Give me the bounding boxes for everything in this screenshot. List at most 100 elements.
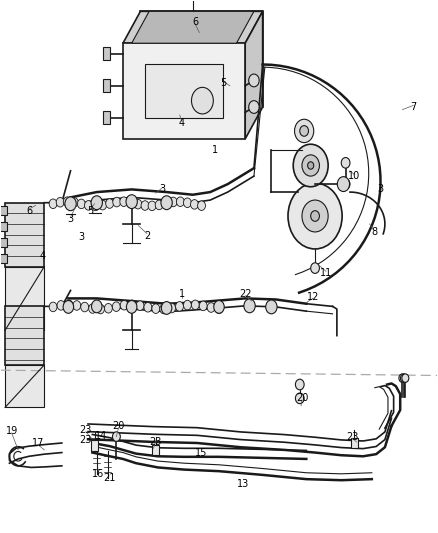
Bar xyxy=(0,238,7,247)
Text: 19: 19 xyxy=(6,426,18,437)
Text: 5: 5 xyxy=(220,78,226,88)
Text: 23: 23 xyxy=(346,432,358,442)
Circle shape xyxy=(295,393,304,403)
Text: 12: 12 xyxy=(307,292,319,302)
Bar xyxy=(0,206,7,215)
Bar xyxy=(103,47,110,60)
Polygon shape xyxy=(123,11,263,43)
Circle shape xyxy=(341,158,350,168)
Circle shape xyxy=(302,155,319,176)
Circle shape xyxy=(341,179,350,189)
Circle shape xyxy=(148,201,156,211)
Circle shape xyxy=(293,144,328,187)
Circle shape xyxy=(400,374,407,382)
Circle shape xyxy=(402,374,409,382)
Text: 23: 23 xyxy=(149,437,162,447)
Circle shape xyxy=(128,300,136,310)
Circle shape xyxy=(49,302,57,312)
Circle shape xyxy=(161,196,172,209)
Circle shape xyxy=(96,304,104,314)
Circle shape xyxy=(57,301,65,310)
Circle shape xyxy=(92,300,102,313)
Circle shape xyxy=(191,300,199,310)
Circle shape xyxy=(85,200,92,210)
Circle shape xyxy=(65,300,73,310)
Bar xyxy=(91,440,98,451)
Circle shape xyxy=(49,199,57,208)
Circle shape xyxy=(288,183,342,249)
Circle shape xyxy=(184,300,191,310)
Circle shape xyxy=(88,304,96,313)
Circle shape xyxy=(249,74,259,87)
Text: 10: 10 xyxy=(348,171,360,181)
Circle shape xyxy=(168,303,176,313)
Text: 3: 3 xyxy=(378,184,384,195)
Circle shape xyxy=(160,304,168,314)
Circle shape xyxy=(136,301,144,310)
Polygon shape xyxy=(123,43,245,139)
Circle shape xyxy=(207,303,215,312)
Text: 3: 3 xyxy=(78,232,85,243)
Text: 8: 8 xyxy=(371,227,377,237)
Circle shape xyxy=(113,197,120,207)
Circle shape xyxy=(113,302,120,311)
Circle shape xyxy=(92,201,99,211)
Text: 5: 5 xyxy=(87,206,93,216)
Bar xyxy=(103,111,110,124)
Bar xyxy=(145,64,223,118)
Circle shape xyxy=(170,197,177,207)
Text: 20: 20 xyxy=(113,421,125,431)
Polygon shape xyxy=(5,365,44,407)
Circle shape xyxy=(127,198,135,207)
Text: 3: 3 xyxy=(159,184,165,195)
Text: 14: 14 xyxy=(95,431,107,441)
Circle shape xyxy=(191,87,213,114)
Circle shape xyxy=(71,198,78,207)
Circle shape xyxy=(311,263,319,273)
Circle shape xyxy=(184,198,191,207)
Text: 1: 1 xyxy=(179,289,185,299)
Circle shape xyxy=(295,379,304,390)
Text: 7: 7 xyxy=(410,102,417,112)
Polygon shape xyxy=(245,11,263,139)
Bar xyxy=(0,222,7,231)
Text: 4: 4 xyxy=(39,251,45,261)
Circle shape xyxy=(99,200,106,210)
Text: 1: 1 xyxy=(212,144,218,155)
Circle shape xyxy=(302,200,328,232)
Circle shape xyxy=(141,201,149,211)
Circle shape xyxy=(294,119,314,143)
Circle shape xyxy=(127,301,137,313)
Text: 22: 22 xyxy=(239,289,251,299)
Polygon shape xyxy=(132,11,254,43)
Text: 23: 23 xyxy=(80,435,92,446)
Circle shape xyxy=(191,199,198,209)
Circle shape xyxy=(64,197,71,206)
Circle shape xyxy=(81,302,88,312)
Text: 13: 13 xyxy=(237,480,249,489)
Text: 23: 23 xyxy=(80,425,92,435)
Circle shape xyxy=(161,302,172,314)
Circle shape xyxy=(120,301,128,310)
Circle shape xyxy=(144,303,152,312)
Bar xyxy=(0,254,7,263)
Circle shape xyxy=(337,176,350,191)
Circle shape xyxy=(113,432,120,441)
Circle shape xyxy=(307,162,314,169)
Text: 16: 16 xyxy=(92,469,104,479)
Circle shape xyxy=(311,211,319,221)
Bar xyxy=(103,79,110,92)
Text: 17: 17 xyxy=(32,438,44,448)
Circle shape xyxy=(214,301,224,313)
Text: 6: 6 xyxy=(192,17,198,27)
Text: 2: 2 xyxy=(144,231,150,241)
Text: 20: 20 xyxy=(296,393,308,403)
Polygon shape xyxy=(5,203,44,266)
Circle shape xyxy=(155,200,163,209)
Text: 4: 4 xyxy=(179,118,185,128)
Circle shape xyxy=(177,197,184,206)
Circle shape xyxy=(56,197,64,207)
Circle shape xyxy=(399,374,406,382)
Circle shape xyxy=(198,201,205,211)
Circle shape xyxy=(73,301,81,310)
